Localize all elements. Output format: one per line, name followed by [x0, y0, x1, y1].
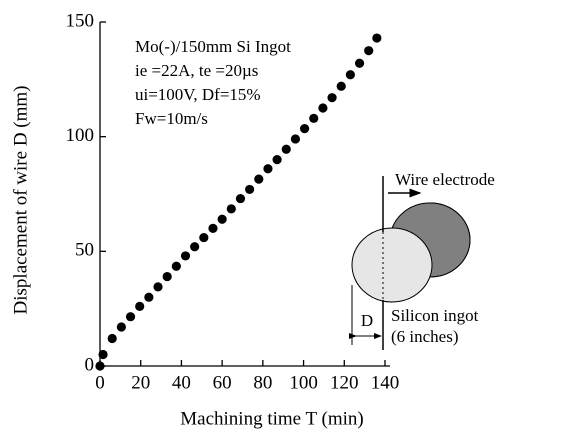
- point: [107, 333, 117, 344]
- point: [162, 271, 172, 282]
- inset-label: (6 inches): [391, 327, 459, 346]
- point: [263, 164, 273, 174]
- point: [254, 174, 264, 184]
- x-tick-label: 120: [330, 372, 359, 393]
- point: [116, 322, 126, 332]
- point: [144, 292, 154, 302]
- annotation: Mo(-)/150mm Si Ingot: [135, 37, 291, 56]
- annotation: ui=100V, Df=15%: [135, 85, 261, 104]
- point: [125, 312, 136, 322]
- point: [208, 223, 218, 233]
- x-tick-label: 80: [253, 372, 272, 393]
- x-tick-label: 40: [172, 372, 191, 393]
- point: [153, 282, 163, 292]
- point: [299, 124, 310, 134]
- point: [354, 58, 365, 68]
- x-tick-label: 20: [131, 372, 150, 393]
- point: [180, 251, 191, 261]
- x-tick-label: 0: [95, 372, 105, 393]
- y-tick-label: 150: [66, 10, 95, 31]
- inset-diagram: [349, 176, 471, 350]
- y-axis-label: Displacement of wire D (mm): [10, 86, 31, 315]
- ingot-face: [351, 227, 433, 303]
- x-tick-label: 60: [213, 372, 232, 393]
- point: [336, 81, 346, 91]
- x-tick-label: 100: [289, 372, 318, 393]
- inset-label: Silicon ingot: [391, 306, 479, 325]
- x-axis-label: Machining time T (min): [180, 408, 363, 429]
- point: [199, 232, 209, 243]
- point: [345, 70, 355, 80]
- point: [309, 113, 319, 123]
- point: [171, 261, 181, 271]
- point: [217, 214, 227, 224]
- point: [281, 144, 291, 154]
- point: [135, 301, 145, 311]
- point: [98, 349, 108, 360]
- point: [290, 134, 301, 144]
- point: [272, 155, 282, 165]
- point: [235, 193, 246, 204]
- point: [190, 242, 200, 252]
- point: [372, 33, 382, 43]
- y-tick-label: 0: [85, 354, 95, 375]
- x-tick-label: 140: [371, 372, 400, 393]
- point: [245, 184, 255, 195]
- y-tick-label: 50: [75, 240, 94, 261]
- point: [226, 204, 236, 214]
- point: [318, 103, 328, 113]
- point: [364, 46, 374, 56]
- annotation: Fw=10m/s: [135, 109, 208, 128]
- inset-label: Wire electrode: [395, 170, 495, 189]
- annotation: ie =22A, te =20µs: [135, 61, 258, 80]
- point: [327, 93, 337, 103]
- y-tick-label: 100: [66, 125, 95, 146]
- inset-label: D: [361, 311, 373, 330]
- point: [95, 361, 105, 371]
